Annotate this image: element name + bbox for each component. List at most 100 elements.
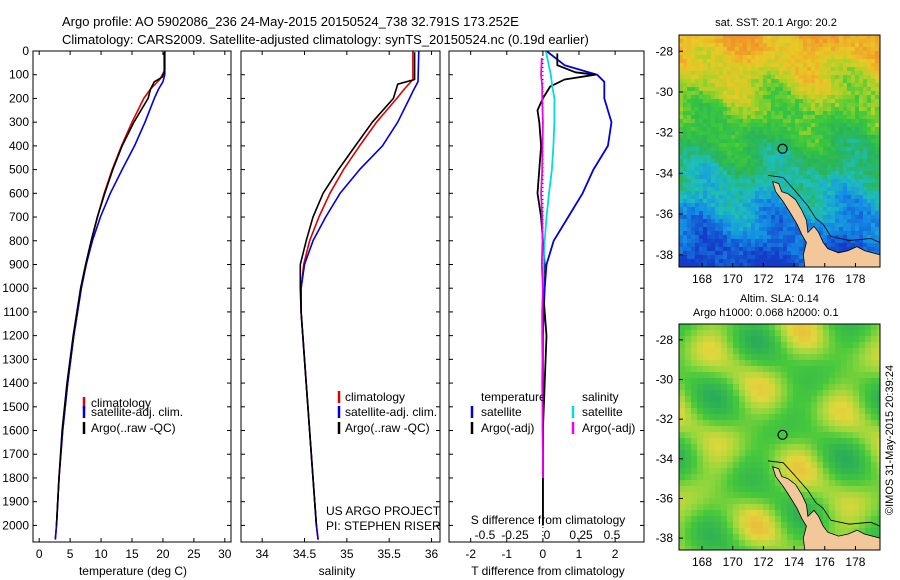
series-line-climatology: [54, 51, 166, 540]
lat-tick-label: -28: [656, 44, 674, 58]
series-line-satellite-adj-clim: [300, 51, 420, 540]
sla-color-field: [679, 324, 880, 550]
salinity-xlabel: salinity: [319, 564, 356, 578]
series-line-satellite-adj-clim: [54, 51, 166, 540]
s-tick-label: 0: [544, 528, 551, 542]
argo-float-marker: [777, 429, 788, 440]
temperature-legend: climatology satellite-adj. clim. Argo(..…: [82, 396, 183, 435]
y-tick-label: 1200: [2, 329, 29, 343]
x-tick-label: 36: [425, 547, 439, 561]
lat-tick-label: -38: [656, 531, 674, 545]
difference-axes-frame: [448, 50, 645, 543]
x-tick-label: 2: [612, 547, 619, 561]
lon-tick-label: 170: [723, 555, 743, 569]
s-tick-label: 0.25: [569, 528, 593, 542]
lat-tick-label: -32: [656, 126, 674, 140]
legend-label-satellite: satellite-adj. clim.: [91, 405, 183, 419]
header-subtitle: Climatology: CARS2009. Satellite-adjuste…: [62, 32, 589, 47]
legend-label-climatology: climatology: [91, 396, 151, 410]
x-tick-label: -1: [501, 547, 512, 561]
y-tick-label: 1400: [2, 376, 29, 390]
y-tick-label: 900: [9, 257, 29, 271]
lon-tick-label: 174: [784, 555, 804, 569]
legend-label-argo: Argo(..raw -QC): [345, 421, 430, 435]
sst-map-frame: [678, 34, 881, 268]
series-line-argo-raw-qc: [55, 52, 165, 526]
series-line-argo-raw-qc: [299, 52, 416, 526]
y-tick-label: 200: [9, 91, 29, 105]
series-line-salinity-satellite: [542, 51, 556, 289]
y-tick-label: 1800: [2, 471, 29, 485]
x-tick-label: 15: [125, 547, 139, 561]
s-difference-tick-labels: -0.5 -0.25 0 0.25 0.5: [475, 528, 621, 542]
y-tick-label: 0: [22, 44, 29, 58]
x-tick-label: 30: [218, 547, 232, 561]
lon-tick-label: 178: [845, 272, 865, 286]
s-tick-label: 0.5: [604, 528, 621, 542]
sla-map-title-line2: Argo h1000: 0.068 h2000: 0.1: [693, 307, 839, 319]
x-tick-label: 0: [36, 547, 43, 561]
lat-tick-label: -36: [656, 207, 674, 221]
imos-credit: ©IMOS 31-May-2015 20:39:24: [884, 365, 896, 515]
salinity-legend: climatology satellite-adj. clim. Argo(..…: [337, 390, 437, 435]
project-annotation-line1: US ARGO PROJECT: [326, 504, 441, 518]
series-line-salinity-argo-adj: [540, 58, 544, 478]
series-line-satellite: [542, 51, 613, 526]
header-title: Argo profile: AO 5902086_236 24-May-2015…: [62, 14, 519, 29]
x-tick-label: 25: [187, 547, 201, 561]
temperature-xlabel: temperature (deg C): [79, 564, 187, 578]
lat-tick-label: -36: [656, 491, 674, 505]
lat-tick-label: -30: [656, 85, 674, 99]
lon-tick-label: 176: [815, 555, 835, 569]
y-tick-label: 1100: [3, 305, 29, 319]
temperature-panel: 0 5 10 15 20 25 300100200300400500600700800900…: [2, 44, 232, 578]
s-tick-label: -0.25: [501, 528, 529, 542]
y-tick-label: 1300: [2, 352, 29, 366]
salinity-panel: 34 34.5 35 35.5 36 salinity climatology sate…: [240, 50, 441, 578]
lat-tick-label: -32: [656, 412, 674, 426]
difference-xlabel: T difference from climatology: [471, 564, 625, 578]
legend-label-satellite: satellite-adj. clim.: [345, 405, 437, 419]
coastline-land: [771, 180, 880, 267]
y-tick-label: 1700: [2, 447, 29, 461]
coastline-land: [771, 466, 880, 550]
lat-tick-label: -28: [656, 333, 674, 347]
difference-panel: -2 -1 0 1 2 T difference from climatology S …: [448, 50, 645, 578]
isobath-contour: [767, 175, 880, 243]
x-tick-label: 34: [255, 547, 269, 561]
sst-color-field: [679, 35, 880, 267]
lon-tick-label: 174: [784, 272, 804, 286]
y-tick-label: 500: [9, 163, 29, 177]
lon-tick-label: 168: [692, 555, 712, 569]
x-tick-label: 34.5: [293, 547, 317, 561]
legend-label-t-argo: Argo(-adj): [481, 421, 534, 435]
series-line-argo-adj: [536, 53, 597, 526]
x-tick-label: 10: [94, 547, 108, 561]
sla-map-frame: [678, 323, 881, 551]
legend-label-argo: Argo(..raw -QC): [91, 421, 176, 435]
y-tick-label: 1600: [2, 424, 29, 438]
legend-heading-salinity: salinity: [582, 390, 619, 404]
x-tick-label: 5: [67, 547, 74, 561]
lon-tick-label: 178: [845, 555, 865, 569]
isobath-contour: [767, 460, 880, 527]
project-annotation-line2: PI: STEPHEN RISER: [326, 519, 441, 533]
y-tick-label: 1500: [2, 400, 29, 414]
lon-tick-label: 168: [692, 272, 712, 286]
y-tick-label: 400: [9, 139, 29, 153]
difference-top-label: S difference from climatology: [471, 513, 626, 527]
y-tick-label: 1000: [2, 281, 29, 295]
y-tick-label: 300: [9, 115, 29, 129]
lon-tick-label: 172: [753, 272, 773, 286]
s-tick-label: -0.5: [475, 528, 496, 542]
x-tick-label: 35.5: [378, 547, 402, 561]
y-tick-label: 800: [9, 234, 29, 248]
lon-tick-label: 172: [753, 555, 773, 569]
y-tick-label: 2000: [2, 518, 29, 532]
legend-label-s-satellite: satellite: [582, 405, 623, 419]
lat-tick-label: -34: [656, 452, 674, 466]
sst-map-title: sat. SST: 20.1 Argo: 20.2: [715, 17, 837, 29]
x-tick-label: 35: [340, 547, 354, 561]
lat-tick-label: -30: [656, 373, 674, 387]
